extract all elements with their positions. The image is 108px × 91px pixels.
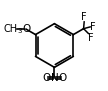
- Text: F: F: [90, 22, 96, 32]
- Text: O: O: [22, 24, 30, 34]
- Text: N: N: [51, 73, 58, 83]
- Text: F: F: [81, 12, 87, 22]
- Text: CH: CH: [3, 24, 17, 34]
- Text: O: O: [43, 73, 51, 83]
- Text: F: F: [88, 33, 94, 43]
- Text: 3: 3: [17, 28, 22, 34]
- Text: O: O: [58, 73, 66, 83]
